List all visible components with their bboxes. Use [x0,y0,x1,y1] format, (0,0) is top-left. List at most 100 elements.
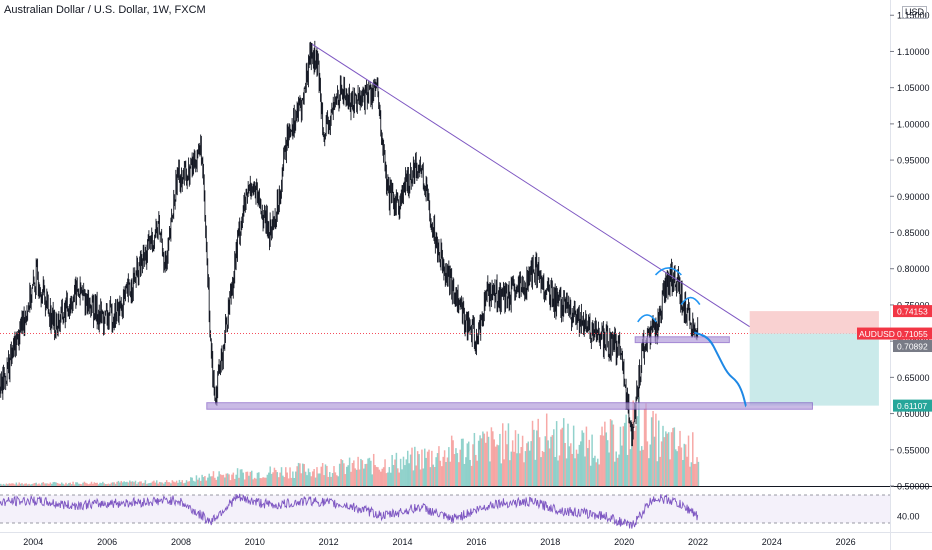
volume-bar [684,444,687,486]
volume-bar [148,483,151,486]
head-arc [654,267,682,276]
volume-bar [609,419,612,486]
volume-bar [463,463,466,486]
time-tick-label: 2016 [466,537,486,547]
volume-bar [426,451,429,486]
time-tick-label: 2018 [540,537,560,547]
volume-bar [652,411,654,486]
volume-bar [204,476,206,486]
volume-bar [602,435,605,486]
volume-bar [473,432,476,486]
neckline-zone [634,336,730,344]
volume-bar [616,457,619,486]
volume-bar [153,480,155,486]
volume-bar [82,482,84,486]
volume-bar [75,482,77,486]
volume-bar [283,477,286,486]
volume-bar [289,467,291,486]
volume-bar [242,472,244,486]
volume-bar [167,482,169,486]
volume-bar [53,481,56,486]
volume-bar [92,483,94,486]
volume-bar [480,438,483,486]
volume-bar [385,473,388,486]
volume-bar [80,484,83,486]
volume-bar [46,483,49,486]
volume-bar [147,483,149,486]
volume-bar [268,472,270,486]
volume-bar [378,469,381,486]
time-tick-label: 2022 [688,537,708,547]
volume-bar [18,482,20,486]
volume-bar [361,460,364,486]
volume-bar [39,484,42,486]
volume-bar [411,447,413,486]
volume-bar [70,484,73,486]
volume-bar [506,444,508,486]
volume-bar [32,483,35,486]
volume-bar [216,476,219,486]
volume-bar [333,466,335,486]
volume-bar [558,455,561,486]
volume-bar [211,476,213,486]
volume-bar [66,484,69,486]
volume-bar [173,481,175,486]
volume-bar [215,479,218,486]
volume-bar [450,435,453,486]
volume-bar [377,467,379,486]
volume-bar [327,476,330,486]
volume-bar [99,482,101,486]
volume-bar [5,483,8,486]
volume-bar [201,474,203,486]
volume-bar [572,425,575,486]
volume-bar [486,431,488,486]
volume-bar [243,479,246,486]
stop-loss-zone [749,311,879,334]
volume-bar [543,452,545,486]
volume-bar [398,472,400,486]
volume-bar [337,476,340,486]
volume-bar [660,441,663,486]
volume-bar [443,450,446,486]
volume-bar [177,482,179,486]
volume-bar [351,462,354,486]
volume-bar [449,461,452,486]
volume-bar [631,424,633,486]
countdown-label: 3d 7h [897,335,919,345]
volume-bar [199,480,202,486]
volume-bar [659,456,661,486]
volume-bar [640,446,643,486]
volume-bar [9,483,12,486]
volume-bar [499,433,501,486]
volume-bar [460,438,463,486]
currency-label[interactable]: USD [902,6,928,19]
volume-bar [182,483,185,486]
volume-bar [119,482,121,486]
volume-bar [246,471,249,486]
price-tick-label: 0.80000 [897,264,930,274]
volume-bar [299,463,301,486]
volume-bar [266,474,269,486]
volume-bar [117,480,120,486]
volume-bar [1,484,3,486]
volume-bar [367,458,369,486]
volume-bar [208,473,210,486]
volume-bar [646,441,649,486]
volume-bar [697,461,700,486]
volume-bar [406,450,409,486]
volume-bar [690,462,693,486]
volume-bar [229,480,232,486]
volume-bar [144,480,147,486]
volume-bar [126,481,128,486]
volume-bar [489,461,491,486]
volume-bar [56,482,59,486]
volume-bar [19,483,22,486]
volume-bar [502,423,504,486]
volume-bar [310,476,313,486]
volume-bar [432,464,435,486]
volume-bar [692,432,694,486]
volume-bar [184,482,186,486]
volume-bar [323,475,325,486]
